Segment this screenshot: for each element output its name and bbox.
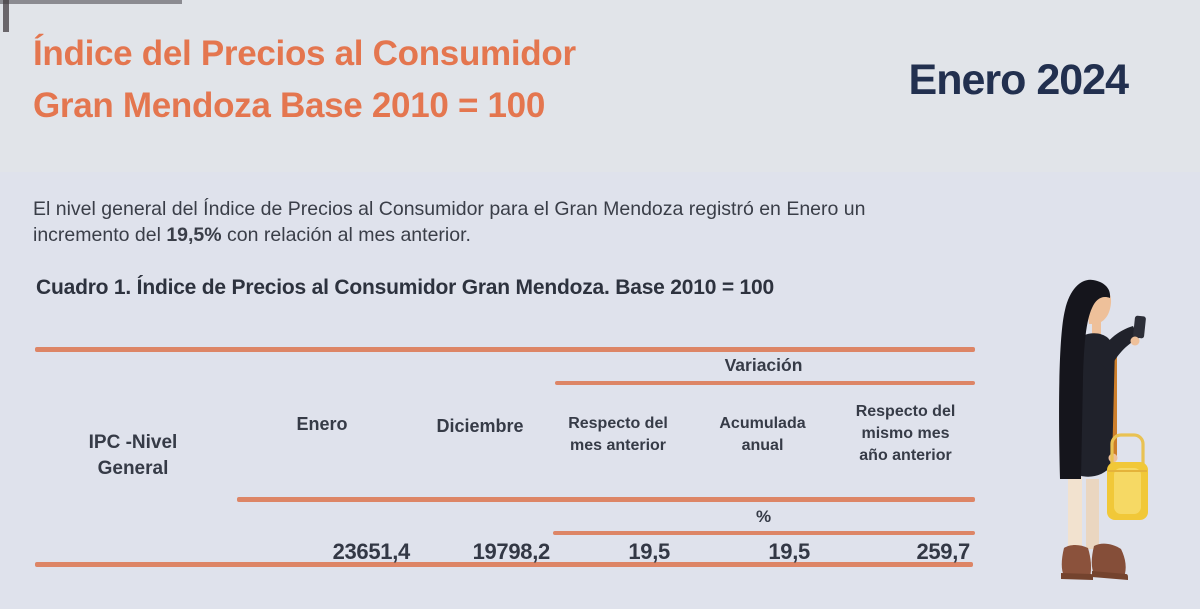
page-title-line1: Índice del Precios al Consumidor (33, 34, 576, 73)
intro-line1: El nivel general del Índice de Precios a… (33, 198, 866, 220)
page-title-line2: Gran Mendoza Base 2010 = 100 (33, 86, 546, 125)
table-rule-under-percent (553, 531, 975, 535)
row-label-ipc-nivel-general: IPC -Nivel General (88, 432, 178, 479)
screen-edge-artifact-horizontal (0, 0, 182, 4)
value-diciembre: 19798,2 (472, 539, 551, 564)
column-header-respecto-mismo-mes: Respecto del mismo mes año anterior (855, 403, 956, 464)
table-rule-top (35, 347, 975, 352)
intro-line2: incremento del 19,5% con relación al mes… (33, 224, 471, 246)
header-band (0, 0, 1200, 172)
table-rule-under-variacion (555, 381, 975, 385)
column-header-enero: Enero (296, 414, 348, 434)
page-title: Índice del Precios al Consumidor Gran Me… (33, 28, 576, 132)
woman-with-phone-illustration (1059, 279, 1148, 580)
table-rule-under-headers (237, 497, 975, 502)
value-respecto-mes-anterior: 19,5 (628, 539, 670, 564)
column-group-variacion: Variación (724, 355, 803, 375)
column-header-acumulada-anual: Acumulada anual (719, 415, 806, 454)
column-header-respecto-mes-anterior: Respecto del mes anterior (568, 415, 668, 454)
value-acumulada-anual: 19,5 (768, 539, 810, 564)
value-enero: 23651,4 (332, 539, 411, 564)
value-respecto-mismo-mes: 259,7 (916, 539, 970, 564)
highlight-percentage: 19,5% (166, 224, 222, 246)
table-caption: Cuadro 1. Índice de Precios al Consumido… (36, 276, 774, 299)
table-rule-bottom (35, 562, 973, 567)
screen-edge-artifact-vertical (3, 0, 9, 32)
intro-paragraph: El nivel general del Índice de Precios a… (33, 196, 1043, 248)
unit-percent-label: % (755, 507, 772, 526)
column-header-diciembre: Diciembre (436, 416, 524, 436)
period-label: Enero 2024 (908, 56, 1129, 104)
